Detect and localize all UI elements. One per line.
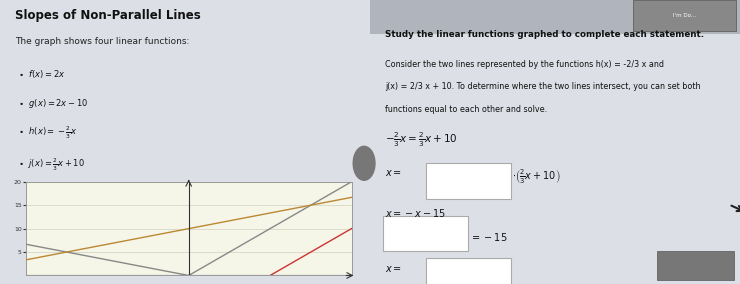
Text: Slopes of Non-Parallel Lines: Slopes of Non-Parallel Lines (15, 9, 201, 22)
Text: Study the linear functions graphed to complete each statement.: Study the linear functions graphed to co… (385, 30, 704, 39)
Text: j(x) = 2/3 x + 10. To determine where the two lines intersect, you can set both: j(x) = 2/3 x + 10. To determine where th… (385, 82, 700, 91)
Text: $x = $: $x = $ (385, 168, 402, 178)
Text: Consider the two lines represented by the functions h(x) = -2/3 x and: Consider the two lines represented by th… (385, 60, 664, 69)
FancyBboxPatch shape (425, 258, 511, 284)
Text: $x = -x - 15$: $x = -x - 15$ (385, 207, 446, 219)
FancyBboxPatch shape (383, 216, 468, 251)
Text: $\bullet$  $g(x) = 2x - 10$: $\bullet$ $g(x) = 2x - 10$ (18, 97, 89, 110)
Text: $-\frac{2}{3}x = \frac{2}{3}x + 10$: $-\frac{2}{3}x = \frac{2}{3}x + 10$ (385, 131, 457, 149)
Text: $\cdot \left(\frac{2}{3}x + 10\right)$: $\cdot \left(\frac{2}{3}x + 10\right)$ (513, 168, 561, 186)
Text: $= -15$: $= -15$ (470, 231, 508, 243)
Circle shape (353, 146, 375, 180)
Text: The graph shows four linear functions:: The graph shows four linear functions: (15, 37, 189, 46)
FancyBboxPatch shape (657, 251, 735, 280)
Text: $\bullet$  $f(x) = 2x$: $\bullet$ $f(x) = 2x$ (18, 68, 66, 80)
Text: $x = $: $x = $ (385, 264, 402, 274)
Text: $\bullet$  $h(x) = -\frac{2}{3}x$: $\bullet$ $h(x) = -\frac{2}{3}x$ (18, 125, 78, 141)
Text: functions equal to each other and solve.: functions equal to each other and solve. (385, 105, 547, 114)
Bar (370, 0, 740, 34)
FancyBboxPatch shape (633, 0, 736, 31)
Text: $\bullet$  $j(x) = \frac{2}{3}x + 10$: $\bullet$ $j(x) = \frac{2}{3}x + 10$ (18, 156, 85, 173)
FancyBboxPatch shape (425, 163, 511, 199)
Text: I'm Do...: I'm Do... (673, 13, 696, 18)
